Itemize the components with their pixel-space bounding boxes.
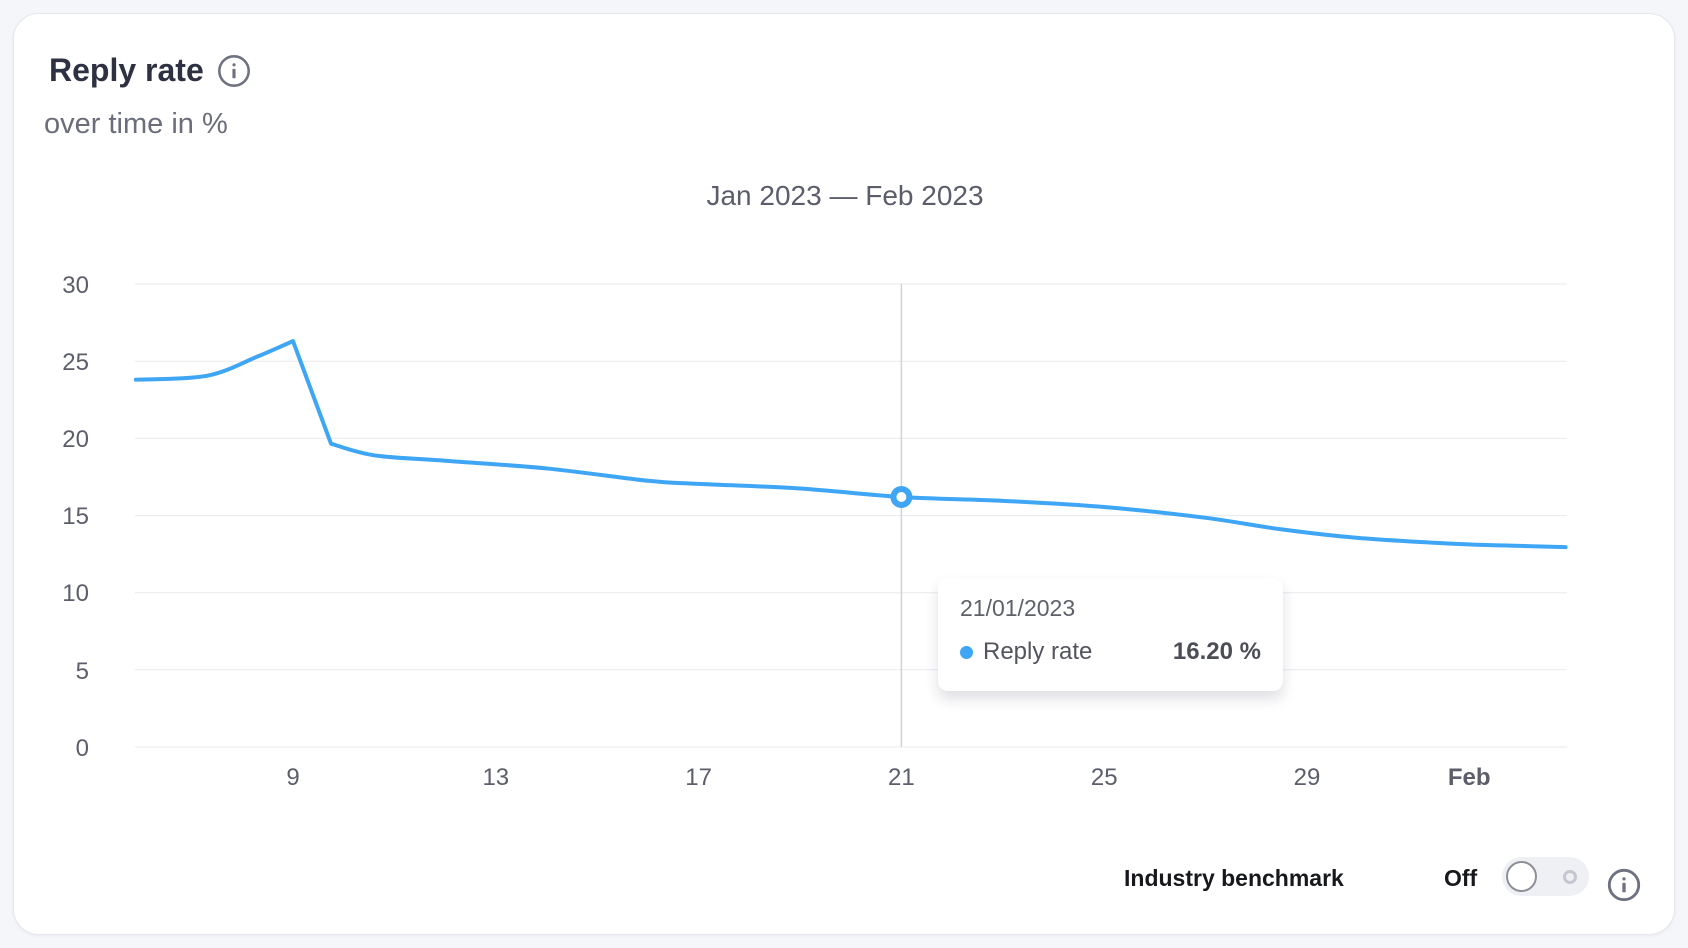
svg-text:13: 13 [482, 764, 509, 791]
svg-text:20: 20 [62, 426, 89, 453]
svg-text:10: 10 [62, 580, 89, 607]
svg-text:21: 21 [888, 764, 915, 791]
svg-text:25: 25 [1091, 764, 1118, 791]
svg-text:Feb: Feb [1448, 764, 1491, 791]
svg-text:15: 15 [62, 503, 89, 530]
svg-text:0: 0 [76, 735, 89, 762]
svg-text:25: 25 [62, 349, 89, 376]
svg-text:5: 5 [76, 658, 89, 685]
svg-text:29: 29 [1294, 764, 1321, 791]
svg-text:9: 9 [286, 764, 299, 791]
svg-text:30: 30 [62, 272, 89, 299]
svg-text:17: 17 [685, 764, 712, 791]
